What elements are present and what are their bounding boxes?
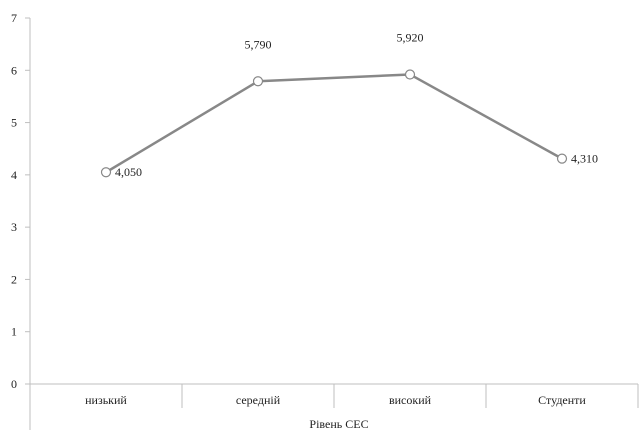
x-category-label: середній xyxy=(236,393,281,407)
data-label: 4,050 xyxy=(115,165,142,179)
x-category-label: Студенти xyxy=(538,393,586,407)
x-axis-title: Рівень СЕС xyxy=(309,417,368,430)
data-point xyxy=(556,153,568,164)
y-tick-label: 7 xyxy=(11,11,17,25)
series-line xyxy=(105,73,563,174)
data-label: 5,790 xyxy=(245,37,272,51)
x-category-label: низький xyxy=(85,393,127,407)
y-tick-label: 0 xyxy=(11,377,17,391)
y-tick-label: 6 xyxy=(11,63,17,77)
y-axis: 0 1 2 3 4 5 6 7 xyxy=(11,11,31,391)
x-axis: низький середній високий Студенти xyxy=(29,383,639,430)
y-tick-label: 5 xyxy=(11,116,17,130)
data-point xyxy=(404,69,416,80)
data-point xyxy=(100,167,112,178)
y-tick-label: 2 xyxy=(11,272,17,286)
data-label: 5,920 xyxy=(397,30,424,44)
y-tick-label: 1 xyxy=(11,325,17,339)
x-category-label: високий xyxy=(389,393,432,407)
data-label: 4,310 xyxy=(571,152,598,166)
y-tick-label: 3 xyxy=(11,220,17,234)
data-point xyxy=(252,76,264,87)
y-tick-label: 4 xyxy=(11,168,17,182)
data-labels-group: 4,050 5,790 5,920 4,310 xyxy=(115,30,598,179)
series-group xyxy=(100,69,568,178)
